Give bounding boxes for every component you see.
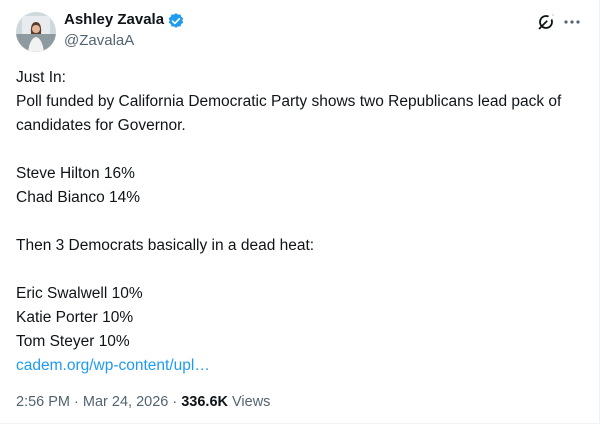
views-label: Views bbox=[232, 394, 271, 410]
author-handle[interactable]: @ZavalaA bbox=[64, 32, 135, 49]
text-line: Eric Swalwell 10% bbox=[16, 285, 143, 302]
text-line: Chad Bianco 14% bbox=[16, 189, 141, 206]
avatar[interactable] bbox=[16, 12, 56, 52]
paragraph: Just In: Poll funded by California Democr… bbox=[16, 66, 564, 138]
text-line: Steve Hilton 16% bbox=[16, 165, 135, 182]
timestamp[interactable]: 2:56 PM · Mar 24, 2026 · bbox=[16, 394, 178, 410]
verified-badge bbox=[168, 13, 184, 28]
link[interactable]: cadem.org/wp-content/upl… bbox=[16, 357, 210, 374]
grok-button[interactable] bbox=[536, 12, 556, 32]
post-meta: 2:56 PM · Mar 24, 2026 · 336.6K Views bbox=[16, 394, 270, 410]
paragraph: Eric Swalwell 10% Katie Porter 10% Tom Ste… bbox=[16, 282, 564, 354]
author-name[interactable]: Ashley Zavala bbox=[64, 11, 165, 28]
view-count: 336.6K bbox=[181, 394, 228, 410]
text-line: Poll funded by California Democratic Par… bbox=[16, 93, 562, 134]
post-text: Just In: Poll funded by California Democr… bbox=[16, 66, 564, 378]
paragraph: Then 3 Democrats basically in a dead hea… bbox=[16, 234, 564, 258]
text-line: Katie Porter 10% bbox=[16, 309, 134, 326]
text-line: Just In: bbox=[16, 69, 66, 86]
more-button[interactable] bbox=[562, 12, 582, 32]
paragraph: Steve Hilton 16% Chad Bianco 14% bbox=[16, 162, 564, 210]
text-line: Tom Steyer 10% bbox=[16, 333, 130, 350]
text-line: Then 3 Democrats basically in a dead hea… bbox=[16, 237, 315, 254]
